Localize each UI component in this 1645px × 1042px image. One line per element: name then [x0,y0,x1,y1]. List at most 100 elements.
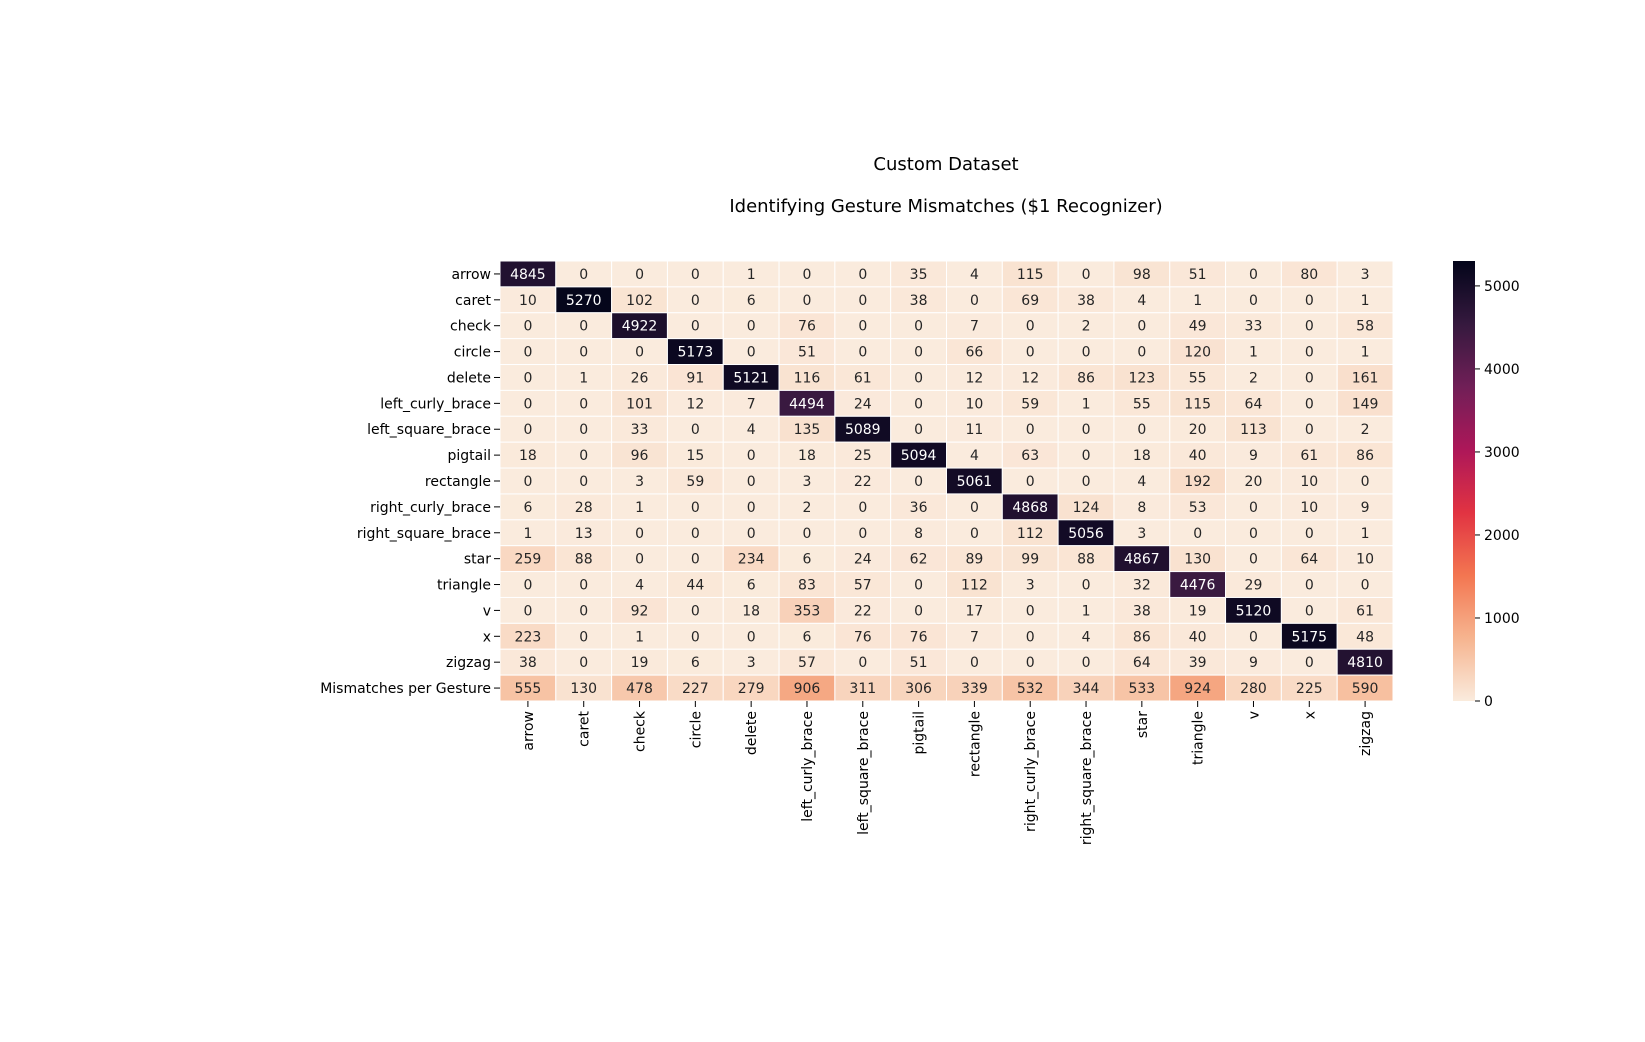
cell-value-label: 0 [747,629,756,645]
cell-value-label: 0 [523,474,532,490]
cell-value-label: 3 [747,655,756,671]
cell-value-label: 0 [914,422,923,438]
cell-value-label: 234 [738,552,765,568]
cell-value-label: 0 [1082,422,1091,438]
heatmap-cell [1336,389,1394,417]
cell-value-label: 1 [1249,345,1258,361]
heatmap-cell [1057,467,1115,495]
cell-value-label: 4845 [510,267,546,283]
heatmap-cell [1280,441,1338,469]
row-label: x [483,629,491,645]
cell-value-label: 149 [1352,396,1379,412]
colorbar-gradient [1453,261,1475,701]
col-label: zigzag [1358,711,1374,756]
cell-value-label: 0 [1082,655,1091,671]
cell-value-label: 906 [794,681,821,697]
cell-value-label: 112 [961,578,988,594]
cell-value-label: 0 [523,319,532,335]
row-label: Mismatches per Gesture [320,681,491,697]
colorbar-tick-label: 1000 [1484,611,1520,627]
heatmap-cell [611,545,668,573]
row-label: left_curly_brace [380,396,491,412]
heatmap-cell [1001,622,1059,650]
cell-value-label: 0 [914,396,923,412]
heatmap-cell [555,286,613,314]
cell-value-label: 6 [747,293,756,309]
cell-value-label: 0 [1305,603,1314,619]
cell-value-label: 0 [1249,293,1258,309]
heatmap-cell [778,286,836,314]
cell-value-label: 0 [579,319,588,335]
cell-value-label: 20 [1245,474,1263,490]
colorbar-tick-label: 0 [1484,694,1493,710]
heatmap-cell [890,389,947,417]
heatmap-cell [834,674,892,702]
cell-value-label: 5089 [845,422,881,438]
heatmap-cell [555,596,613,624]
cell-value-label: 48 [1356,629,1374,645]
heatmap-cell [946,364,1003,391]
heatmap-cell [778,493,836,521]
heatmap-cell [611,338,668,366]
heatmap-cell [946,648,1003,676]
cell-value-label: 20 [1189,422,1207,438]
cell-value-label: 590 [1352,681,1379,697]
cell-value-label: 96 [631,448,649,464]
row-label: delete [447,370,491,386]
heatmap-cell [1280,286,1338,314]
cell-value-label: 0 [1249,552,1258,568]
cell-value-label: 0 [523,370,532,386]
heatmap-cell [1225,260,1282,288]
heatmap-cell [611,622,668,650]
cell-value-label: 161 [1352,370,1379,386]
cell-value-label: 38 [1133,603,1151,619]
cell-value-label: 924 [1184,681,1211,697]
cell-value-label: 2 [1249,370,1258,386]
cell-value-label: 53 [1189,500,1207,516]
cell-value-label: 12 [686,396,704,412]
cell-value-label: 311 [849,681,876,697]
row-label: check [450,319,492,335]
cell-value-label: 12 [1021,370,1039,386]
heatmap-cell [1057,596,1115,624]
cell-value-label: 10 [965,396,983,412]
cell-value-label: 115 [1017,267,1044,283]
cell-value-label: 38 [910,293,928,309]
cell-value-label: 123 [1128,370,1155,386]
heatmap-cell [1336,364,1394,391]
row-label: pigtail [447,448,491,464]
cell-value-label: 19 [631,655,649,671]
heatmap-cell [1113,415,1171,443]
cell-value-label: 1 [635,629,644,645]
cell-value-label: 69 [1021,293,1039,309]
cell-value-label: 135 [794,422,821,438]
cell-value-label: 0 [1249,500,1258,516]
heatmap-cell [722,286,780,314]
heatmap-cell [778,415,836,443]
cell-value-label: 92 [631,603,649,619]
heatmap-cell [1113,622,1171,650]
cell-value-label: 0 [914,474,923,490]
colorbar-tick-label: 5000 [1484,279,1520,295]
heatmap-cell [890,519,947,547]
heatmap-cell [555,260,613,288]
cell-value-label: 130 [1184,552,1211,568]
cell-value-label: 4810 [1347,655,1383,671]
heatmap-cell [1057,545,1115,573]
chart-subtitle: Identifying Gesture Mismatches ($1 Recog… [729,196,1162,217]
cell-value-label: 76 [798,319,816,335]
colorbar-tick-label: 3000 [1484,445,1520,461]
heatmap-cell [946,389,1003,417]
cell-value-label: 76 [854,629,872,645]
heatmap-cell [1113,364,1171,391]
cell-value-label: 0 [1305,319,1314,335]
cell-value-label: 22 [854,603,872,619]
cell-value-label: 0 [579,629,588,645]
cell-value-label: 6 [803,552,812,568]
heatmap-cell [1057,286,1115,314]
cell-value-label: 0 [1305,293,1314,309]
cell-value-label: 2 [1361,422,1370,438]
col-label: arrow [521,711,537,751]
cell-value-label: 225 [1296,681,1323,697]
